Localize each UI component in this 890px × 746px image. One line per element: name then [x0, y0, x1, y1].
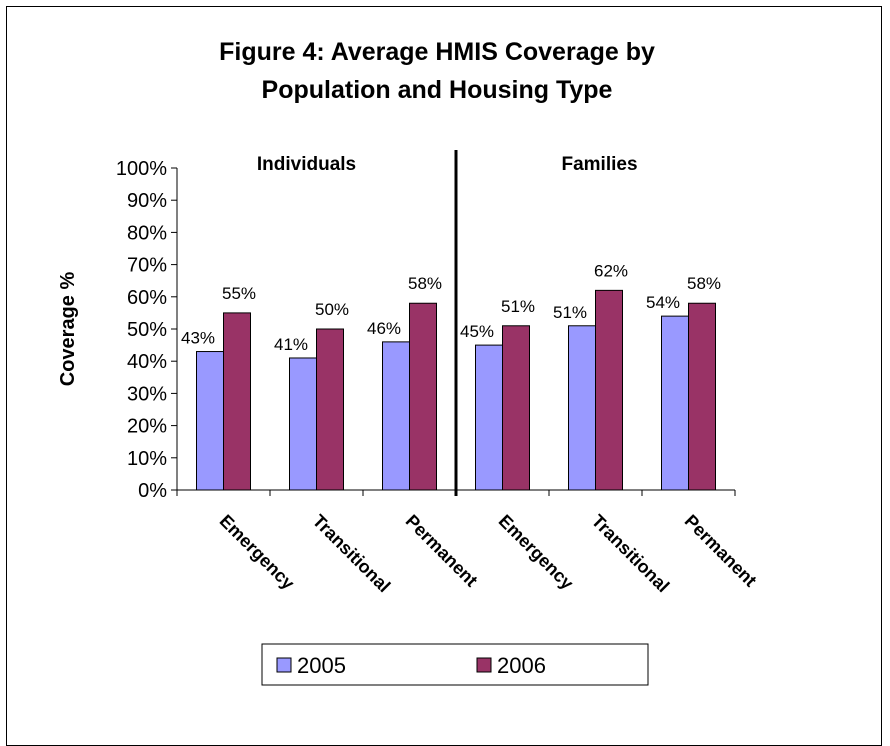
bar-2005: [196, 351, 224, 491]
data-label: 54%: [646, 293, 680, 312]
legend-label: 2006: [497, 653, 546, 678]
data-label: 50%: [315, 300, 349, 319]
data-label: 51%: [553, 303, 587, 322]
data-label: 55%: [222, 284, 256, 303]
legend-swatch-2006: [476, 657, 492, 673]
bar-2006: [316, 328, 344, 491]
chart-title-line-2: Population and Housing Type: [262, 76, 613, 104]
group-label: Individuals: [257, 154, 356, 175]
y-tick-label: 60%: [127, 287, 167, 309]
legend-box: [261, 643, 649, 686]
x-category-label: Emergency: [495, 511, 578, 594]
bar-2005: [568, 325, 596, 491]
data-label: 58%: [408, 274, 442, 293]
y-axis-title: Coverage %: [57, 272, 79, 387]
group-label: Families: [561, 154, 637, 175]
bar-2006: [688, 302, 716, 491]
bar-2005: [661, 315, 689, 491]
chart-title-line-1: Figure 4: Average HMIS Coverage by: [219, 38, 655, 66]
legend-label: 2005: [297, 653, 346, 678]
chart-frame: Figure 4: Average HMIS Coverage by Popul…: [6, 6, 882, 746]
bar-2005: [289, 357, 317, 491]
plot-area: 0% 10% 20% 30% 40% 50% 60% 70% 80% 90% 100% Coverag…: [57, 150, 761, 596]
data-label: 46%: [367, 319, 401, 338]
data-label: 51%: [501, 297, 535, 316]
y-tick-label: 50%: [127, 319, 167, 341]
x-category-label: Emergency: [216, 511, 299, 594]
y-tick-label: 90%: [127, 190, 167, 212]
data-label: 45%: [460, 322, 494, 341]
x-category-label: Permanent: [402, 511, 482, 591]
y-tick-label: 70%: [127, 255, 167, 277]
bar-chart: Figure 4: Average HMIS Coverage by Popul…: [57, 38, 761, 686]
bar-2006: [595, 289, 623, 491]
x-category-label: Permanent: [681, 511, 761, 591]
data-label: 41%: [274, 335, 308, 354]
legend: 2005 2006: [261, 643, 649, 686]
x-category-label: Transitional: [588, 511, 674, 597]
data-label: 58%: [687, 274, 721, 293]
y-tick-label: 30%: [127, 383, 167, 405]
bar-2005: [382, 341, 410, 491]
y-tick-label: 80%: [127, 222, 167, 244]
bar-2005: [475, 344, 503, 491]
y-tick-label: 10%: [127, 448, 167, 470]
y-tick-label: 100%: [116, 158, 167, 180]
y-tick-label: 40%: [127, 351, 167, 373]
bar-2006: [502, 325, 530, 491]
bar-2006: [223, 312, 251, 491]
y-tick-label: 0%: [138, 480, 167, 502]
data-label: 43%: [181, 329, 215, 348]
bar-2006: [409, 302, 437, 491]
y-tick-label: 20%: [127, 416, 167, 438]
data-label: 62%: [594, 261, 628, 280]
x-category-label: Transitional: [309, 511, 395, 597]
legend-swatch-2005: [276, 657, 292, 673]
